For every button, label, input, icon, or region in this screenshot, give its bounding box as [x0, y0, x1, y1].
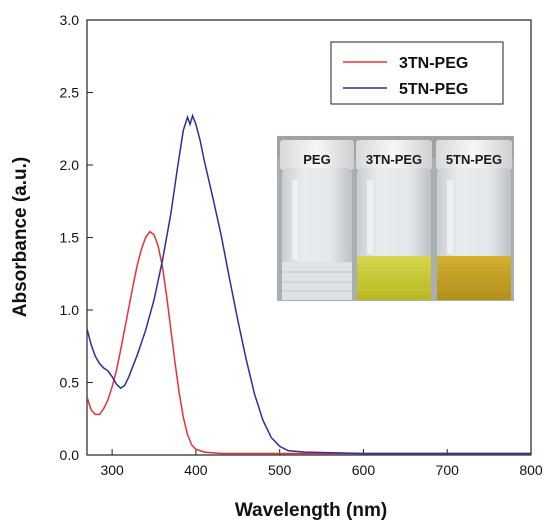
x-tick-label: 400 [184, 462, 208, 478]
y-axis-ticks: 0.0 0.5 1.0 1.5 2.0 2.5 3.0 [60, 12, 93, 463]
vial-peg [280, 140, 354, 300]
y-tick-label: 1.5 [60, 230, 80, 246]
x-tick-label: 600 [352, 462, 376, 478]
x-axis-ticks: 300 400 500 600 700 800 [100, 449, 543, 478]
inset-label-3tn-peg: 3TN-PEG [366, 152, 422, 167]
legend-box [330, 41, 504, 105]
y-tick-label: 1.0 [60, 302, 80, 318]
y-tick-label: 0.5 [60, 375, 80, 391]
series-line-5tn-peg [87, 113, 531, 455]
y-axis-title: Absorbance (a.u.) [10, 157, 31, 317]
y-tick-label: 2.0 [60, 157, 80, 173]
x-tick-label: 700 [436, 462, 460, 478]
inset-label-5tn-peg: 5TN-PEG [446, 152, 502, 167]
vial-3tn-peg [356, 140, 432, 300]
x-tick-label: 300 [100, 462, 124, 478]
legend-label-5tn-peg: 5TN-PEG [399, 81, 468, 98]
y-tick-label: 3.0 [60, 12, 80, 28]
legend-label-3tn-peg: 3TN-PEG [399, 55, 468, 72]
x-axis-title: Wavelength (nm) [235, 500, 387, 521]
legend: 3TN-PEG 5TN-PEG [330, 41, 504, 105]
vials-inset-photo: PEG 3TN-PEG 5TN-PEG [277, 136, 514, 301]
y-tick-label: 0.0 [60, 447, 80, 463]
y-tick-label: 2.5 [60, 85, 80, 101]
x-tick-label: 800 [519, 462, 543, 478]
vial-5tn-peg [436, 140, 512, 300]
series-line-3tn-peg [87, 230, 531, 455]
inset-label-peg: PEG [303, 152, 330, 167]
x-tick-label: 500 [268, 462, 292, 478]
